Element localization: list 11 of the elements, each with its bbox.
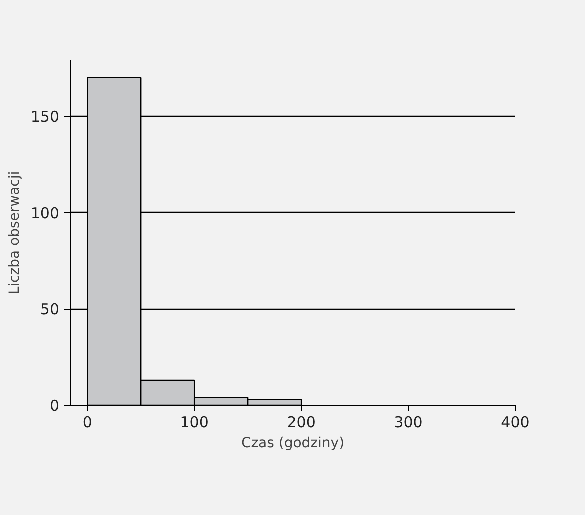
x-tick-label: 0 [82,414,92,432]
x-tick-label: 300 [394,414,423,432]
x-axis-title: Czas (godziny) [241,436,345,452]
x-tick-label: 400 [501,414,530,432]
x-tick-label: 200 [287,414,316,432]
x-tick-label: 100 [180,414,209,432]
y-tick-label: 0 [50,397,60,415]
y-axis-title: Liczba obserwacji [6,171,23,295]
y-tick-label: 100 [30,204,60,222]
y-tick-label: 150 [30,108,60,126]
y-tick-label: 50 [40,300,60,319]
